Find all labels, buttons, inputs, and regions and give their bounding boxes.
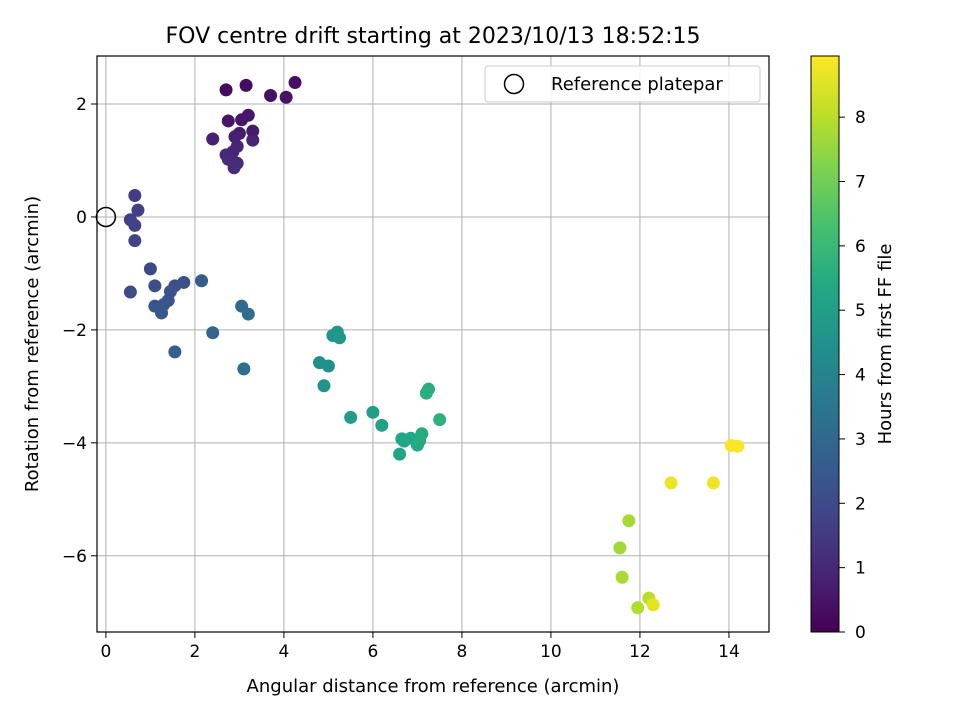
x-axis-ticks: 0 2 4 6 8 10 12 14 [100, 632, 740, 662]
legend-box [484, 65, 761, 103]
x-tick-label: 0 [100, 642, 111, 662]
legend-label: Reference platepar [551, 74, 723, 95]
colorbar-gradient [810, 55, 840, 633]
data-point [123, 285, 137, 299]
data-point [155, 306, 169, 320]
y-tick-label: 2 [76, 95, 87, 115]
data-point [177, 275, 191, 289]
data-point [631, 601, 645, 615]
data-point [344, 410, 358, 424]
y-axis-ticks: −6 −4 −2 0 2 [62, 95, 97, 567]
x-tick-label: 12 [629, 642, 651, 662]
colorbar-tick-label: 0 [855, 623, 866, 643]
data-point [333, 331, 347, 345]
legend-marker [503, 73, 525, 95]
data-point [622, 514, 636, 528]
data-point [128, 218, 142, 232]
colorbar-tick-label: 4 [855, 366, 866, 386]
data-point [321, 359, 335, 373]
data-point [646, 598, 660, 612]
data-point [143, 262, 157, 276]
data-point [241, 307, 255, 321]
x-tick-label: 6 [368, 642, 379, 662]
y-tick-label: −2 [62, 321, 87, 341]
data-point [375, 418, 389, 432]
y-tick-label: 0 [76, 208, 87, 228]
colorbar-tick-label: 8 [855, 108, 866, 128]
data-point [168, 345, 182, 359]
x-tick-label: 4 [278, 642, 289, 662]
x-axis-label: Angular distance from reference (arcmin) [247, 676, 620, 697]
data-point [279, 90, 293, 104]
data-point [195, 274, 209, 288]
x-tick-label: 8 [457, 642, 468, 662]
data-point [366, 405, 380, 419]
y-tick-label: −4 [62, 434, 87, 454]
data-point [206, 132, 220, 146]
data-point [131, 203, 145, 217]
data-point [221, 114, 235, 128]
data-point [613, 541, 627, 555]
data-point [615, 570, 629, 584]
data-point [288, 76, 302, 90]
data-point [237, 362, 251, 376]
data-point [246, 124, 260, 138]
y-axis-label: Rotation from reference (arcmin) [22, 196, 43, 492]
x-tick-label: 10 [540, 642, 562, 662]
data-point [393, 447, 407, 461]
x-tick-label: 2 [189, 642, 200, 662]
colorbar-tick-label: 7 [855, 172, 866, 192]
colorbar-label: Hours from first FF file [875, 244, 896, 445]
data-point [433, 413, 447, 427]
x-tick-label: 14 [718, 642, 740, 662]
legend: Reference platepar [484, 65, 761, 103]
data-point [419, 386, 433, 400]
colorbar-tick-label: 1 [855, 559, 866, 579]
plot-area-frame [96, 55, 770, 633]
colorbar-ticks: 0 1 2 3 4 5 6 7 8 [839, 108, 866, 643]
data-point [239, 78, 253, 92]
data-point [227, 161, 241, 175]
data-point [264, 89, 278, 103]
data-point [241, 108, 255, 122]
data-point [415, 427, 429, 441]
data-point [128, 234, 142, 248]
colorbar-tick-label: 2 [855, 494, 866, 514]
data-point [246, 133, 260, 147]
colorbar-tick-label: 3 [855, 430, 866, 450]
colorbar-tick-label: 6 [855, 237, 866, 257]
data-point [731, 439, 745, 453]
colorbar: 0 1 2 3 4 5 6 7 8 Hours from first FF file [810, 55, 896, 643]
data-point [148, 279, 162, 293]
data-points [123, 76, 745, 615]
data-point [219, 83, 233, 97]
y-tick-label: −6 [62, 547, 87, 567]
data-point [206, 326, 220, 340]
grid [97, 56, 769, 632]
data-point [128, 188, 142, 202]
data-point [317, 379, 331, 393]
data-point [664, 476, 678, 490]
chart-title: FOV centre drift starting at 2023/10/13 … [166, 24, 701, 49]
data-point [706, 476, 720, 490]
colorbar-tick-label: 5 [855, 301, 866, 321]
